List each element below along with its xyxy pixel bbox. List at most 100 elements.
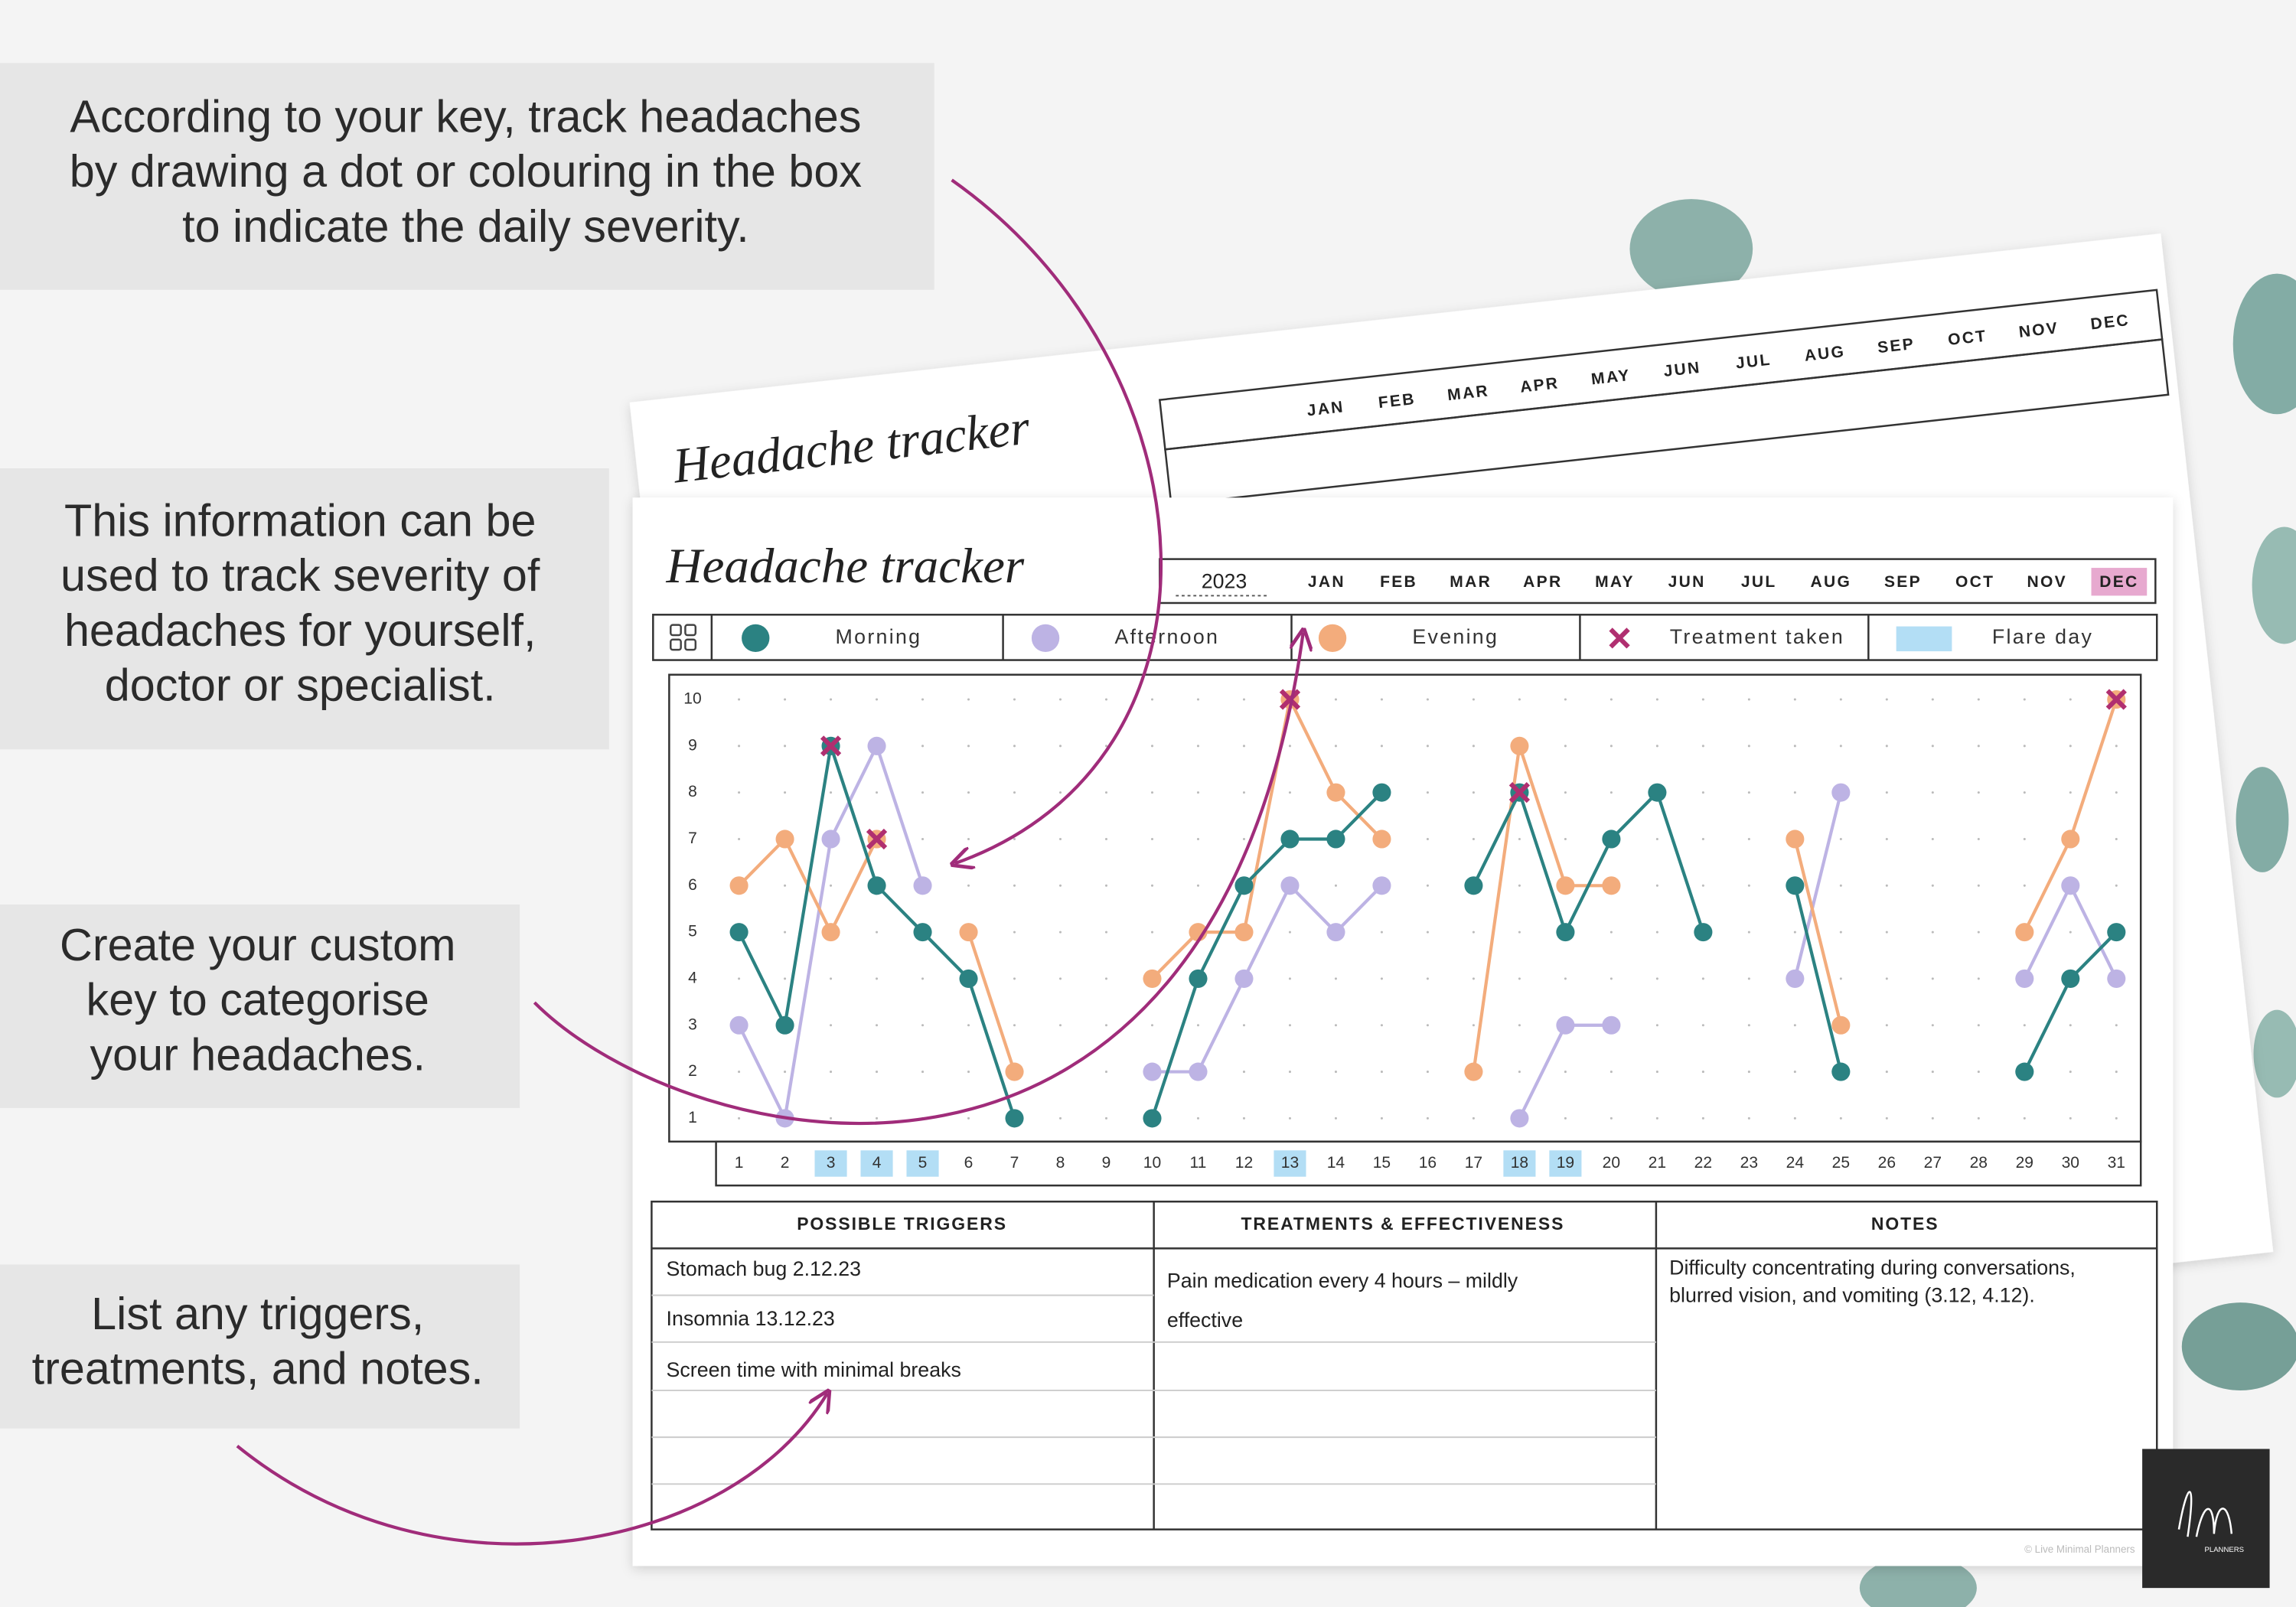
data-point [2015, 923, 2034, 942]
flare-day [906, 1150, 939, 1177]
data-point [2061, 969, 2080, 988]
month: APR [1523, 573, 1562, 591]
callout-line: your headaches. [90, 1028, 426, 1080]
data-point [1510, 736, 1529, 755]
legend-label: Treatment taken [1670, 625, 1844, 648]
callout-line: doctor or specialist. [105, 660, 496, 711]
y-tick-label: 2 [688, 1062, 697, 1080]
x-axis-row [715, 1140, 2142, 1187]
legend-swatch [1896, 626, 1952, 652]
data-point [1464, 876, 1483, 895]
callout: List any triggers,treatments, and notes. [0, 1264, 520, 1429]
data-point [1831, 783, 1851, 802]
data-point [959, 969, 978, 988]
data-point [1464, 1062, 1483, 1081]
data-point [867, 876, 886, 895]
x-tick-label: 1 [735, 1154, 744, 1172]
data-point [1005, 1109, 1024, 1128]
y-tick-label: 6 [688, 876, 697, 894]
back-month: APR [1519, 374, 1561, 396]
x-tick-label: 10 [1143, 1154, 1161, 1172]
selected-month [2091, 568, 2148, 596]
x-tick-label: 23 [1740, 1154, 1758, 1172]
data-point [1372, 783, 1391, 802]
x-tick-label: 9 [1102, 1154, 1111, 1172]
month: DEC [2099, 573, 2138, 591]
data-point [1372, 876, 1391, 895]
legend-label: Morning [836, 625, 922, 648]
note: blurred vision, and vomiting (3.12, 4.12… [1669, 1284, 2035, 1307]
month: MAY [1595, 573, 1635, 591]
callout-box [0, 904, 520, 1108]
back-month: JAN [1306, 398, 1345, 419]
treatment-mark [1279, 689, 1301, 710]
logo-text: PLANNERS [2205, 1546, 2244, 1554]
back-month: FEB [1378, 390, 1417, 412]
data-point [1556, 876, 1575, 895]
y-tick-label: 7 [688, 830, 697, 847]
x-tick-label: 3 [827, 1154, 836, 1172]
treatment-mark [820, 735, 842, 757]
y-tick-label: 4 [688, 969, 697, 986]
back-month: SEP [1877, 335, 1916, 357]
x-tick-label: 31 [2108, 1154, 2125, 1172]
data-point [1372, 830, 1391, 849]
data-point [1234, 923, 1254, 942]
back-month: MAY [1590, 367, 1632, 389]
x-tick-label: 17 [1465, 1154, 1482, 1172]
flare-day [1503, 1150, 1536, 1177]
front-sheet: Headache tracker 2023 JAN FEB MAR APR MAY JUN JU… [632, 497, 2174, 1566]
data-point [1280, 876, 1300, 895]
data-point [1143, 1109, 1162, 1128]
tracker-title: Headache tracker [666, 539, 1025, 594]
data-point [775, 830, 794, 849]
table-header: NOTES [1871, 1214, 1939, 1234]
flare-day [860, 1150, 893, 1177]
y-tick-label: 5 [688, 923, 697, 940]
y-tick-label: 1 [688, 1109, 697, 1126]
callout-line: According to your key, track headaches [70, 91, 861, 142]
x-tick-label: 7 [1010, 1154, 1019, 1172]
data-point [2061, 830, 2080, 849]
data-point [729, 876, 748, 895]
x-tick-label: 4 [872, 1154, 882, 1172]
data-point [1786, 830, 1805, 849]
data-point [1556, 923, 1575, 942]
x-tick-label: 25 [1832, 1154, 1850, 1172]
callout: According to your key, track headachesby… [0, 63, 934, 290]
x-tick-label: 24 [1786, 1154, 1805, 1172]
callout-line: to indicate the daily severity. [182, 200, 749, 252]
month: NOV [2027, 573, 2067, 591]
data-point [1234, 876, 1254, 895]
data-point [1234, 969, 1254, 988]
callout-line: headaches for yourself, [64, 605, 536, 656]
callout-box [0, 1264, 520, 1429]
treatment: Pain medication every 4 hours – mildly [1167, 1269, 1518, 1292]
flare-day [1274, 1150, 1306, 1177]
data-point [1189, 969, 1208, 988]
x-tick-label: 8 [1056, 1154, 1065, 1172]
x-tick-label: 22 [1694, 1154, 1712, 1172]
treatment-mark [2105, 689, 2127, 710]
data-point [729, 1015, 748, 1035]
data-point [913, 923, 932, 942]
data-point [2107, 923, 2126, 942]
month: JAN [1308, 573, 1345, 591]
data-point [2015, 969, 2034, 988]
month: JUN [1668, 573, 1706, 591]
x-tick-label: 27 [1924, 1154, 1942, 1172]
x-tick-label: 14 [1327, 1154, 1345, 1172]
front-paper [632, 497, 2174, 1566]
callout-line: key to categorise [86, 974, 429, 1025]
x-tick-label: 12 [1235, 1154, 1253, 1172]
data-point [1602, 876, 1621, 895]
data-point [1602, 830, 1621, 849]
data-point [821, 923, 840, 942]
month: MAR [1450, 573, 1492, 591]
treatment-mark [866, 828, 888, 850]
month: JUL [1741, 573, 1777, 591]
trigger: Screen time with minimal breaks [667, 1358, 961, 1381]
x-tick-label: 20 [1603, 1154, 1620, 1172]
trigger: Stomach bug 2.12.23 [667, 1257, 862, 1280]
